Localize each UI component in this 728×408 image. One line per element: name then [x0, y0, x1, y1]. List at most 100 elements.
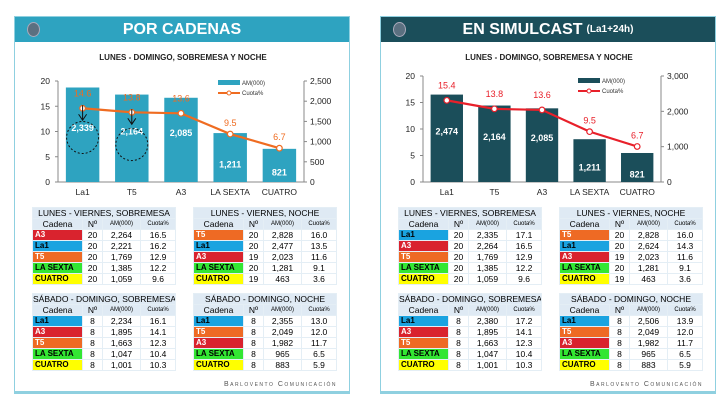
- column-header: Cuota%: [300, 304, 338, 316]
- legend-label: Cuota%: [242, 91, 264, 97]
- count-cell: 8: [609, 337, 630, 349]
- channel-cell: CUATRO: [32, 273, 83, 285]
- count-cell: 19: [243, 273, 264, 285]
- category-label: La1: [440, 187, 454, 197]
- table-row: A3 8 1,982 11.7: [193, 337, 338, 349]
- count-cell: 8: [243, 326, 264, 338]
- column-header: Cadena: [559, 218, 610, 230]
- table-row: LA SEXTA 20 1,281 9.1: [193, 262, 338, 274]
- legend-bar-swatch: [578, 78, 600, 83]
- count-cell: 8: [82, 348, 103, 360]
- channel-cell: A3: [32, 229, 83, 241]
- audience-cell: 2,023: [629, 251, 668, 263]
- table-row: A3 8 1,895 14.1: [398, 326, 543, 338]
- column-header: Nº: [609, 304, 630, 316]
- audience-cell: 965: [629, 348, 668, 360]
- column-header: Cadena: [32, 304, 83, 316]
- channel-cell: LA SEXTA: [32, 348, 83, 360]
- share-cell: 5.9: [300, 359, 338, 371]
- table-row: CUATRO 8 1,001 10.3: [32, 359, 177, 371]
- share-cell: 6.5: [300, 348, 338, 360]
- share-cell: 16.1: [139, 315, 177, 327]
- cuota-label: 13.6: [172, 93, 190, 103]
- table-row: T5 8 1,663 12.3: [398, 337, 543, 349]
- table-header-row: Cadena Nº AM(000) Cuota%: [559, 304, 704, 316]
- count-cell: 20: [448, 273, 469, 285]
- column-header: Nº: [82, 218, 103, 230]
- count-cell: 8: [243, 315, 264, 327]
- audience-cell: 1,047: [468, 348, 507, 360]
- column-header: Nº: [243, 304, 264, 316]
- chart-title: LUNES - DOMINGO, SOBREMESA Y NOCHE: [99, 53, 267, 62]
- count-cell: 19: [609, 273, 630, 285]
- right-tick-label: 2,000: [310, 96, 332, 106]
- legend-line-marker: [226, 90, 232, 96]
- audience-cell: 2,335: [468, 229, 507, 241]
- bar-la-sexta: [213, 133, 247, 182]
- table-row: A3 8 1,982 11.7: [559, 337, 704, 349]
- channel-cell: LA SEXTA: [559, 348, 610, 360]
- left-tick-label: 15: [406, 98, 416, 108]
- table-row: CUATRO 20 1,059 9.6: [32, 273, 177, 285]
- audience-cell: 2,380: [468, 315, 507, 327]
- audience-cell: 883: [263, 359, 302, 371]
- share-cell: 9.1: [666, 262, 704, 274]
- table-header-row: Cadena Nº AM(000) Cuota%: [32, 218, 177, 230]
- bar-value-label: 2,474: [436, 126, 459, 136]
- table-title: LUNES - VIERNES, NOCHE: [192, 207, 338, 219]
- column-header: Cadena: [32, 218, 83, 230]
- count-cell: 8: [609, 315, 630, 327]
- audience-cell: 1,385: [102, 262, 141, 274]
- globe-logo-icon: [27, 22, 40, 37]
- share-cell: 14.1: [505, 326, 543, 338]
- cuota-point: [490, 105, 498, 113]
- panel-simulcast: EN SIMULCAST (La1+24h) LUNES - DOMINGO, S…: [380, 16, 716, 394]
- count-cell: 20: [448, 229, 469, 241]
- share-cell: 12.3: [505, 337, 543, 349]
- table-row: A3 8 1,895 14.1: [32, 326, 177, 338]
- legend-label: AM(000): [242, 81, 265, 87]
- cuota-label: 13.6: [533, 90, 551, 100]
- cuota-point: [586, 128, 594, 136]
- right-tick-label: 2,000: [667, 106, 689, 116]
- left-tick-label: 10: [406, 124, 416, 134]
- audience-cell: 1,895: [102, 326, 141, 338]
- category-label: LA SEXTA: [210, 187, 250, 197]
- share-cell: 13.0: [300, 315, 338, 327]
- channel-cell: T5: [398, 337, 449, 349]
- audience-cell: 2,624: [629, 240, 668, 252]
- audience-cell: 1,982: [629, 337, 668, 349]
- share-cell: 14.1: [139, 326, 177, 338]
- audience-cell: 1,059: [102, 273, 141, 285]
- share-cell: 3.6: [666, 273, 704, 285]
- channel-cell: CUATRO: [559, 359, 610, 371]
- table-row: CUATRO 20 1,059 9.6: [398, 273, 543, 285]
- table-row: A3 19 2,023 11.6: [193, 251, 338, 263]
- right-tick-label: 0: [310, 177, 315, 187]
- bar-la-sexta: [573, 139, 606, 182]
- channel-cell: La1: [398, 315, 449, 327]
- share-cell: 5.9: [666, 359, 704, 371]
- left-tick-label: 5: [410, 151, 415, 161]
- table-title: SÁBADO - DOMINGO, SOBREMESA: [397, 293, 543, 305]
- table-row: La1 20 2,335 17.1: [398, 229, 543, 241]
- audience-cell: 2,234: [102, 315, 141, 327]
- cuota-point: [538, 106, 546, 114]
- count-cell: 19: [609, 251, 630, 263]
- arrow-down-icon: [127, 109, 137, 126]
- bar-value-label: 821: [630, 169, 645, 179]
- table-title: LUNES - VIERNES, SOBREMESA: [31, 207, 177, 219]
- legend-label: AM(000): [602, 79, 625, 85]
- column-header: Cuota%: [139, 304, 177, 316]
- column-header: AM(000): [263, 218, 302, 230]
- table-row: LA SEXTA 8 1,047 10.4: [398, 348, 543, 360]
- table-row: La1 8 2,380 17.2: [398, 315, 543, 327]
- audience-table: LUNES - VIERNES, SOBREMESA Cadena Nº AM(000…: [31, 207, 177, 285]
- table-row: LA SEXTA 20 1,385 12.2: [398, 262, 543, 274]
- channel-cell: T5: [193, 326, 244, 338]
- panel-subtitle: (La1+24h): [586, 24, 634, 35]
- count-cell: 20: [82, 229, 103, 241]
- channel-cell: La1: [559, 315, 610, 327]
- count-cell: 8: [243, 359, 264, 371]
- table-row: T5 20 2,828 16.0: [193, 229, 338, 241]
